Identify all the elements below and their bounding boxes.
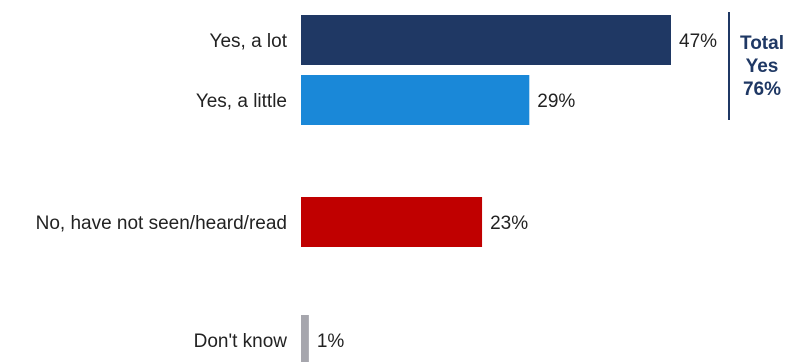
bar-1 bbox=[301, 75, 530, 125]
bar-2 bbox=[301, 197, 483, 247]
value-label-2: 23% bbox=[490, 213, 528, 234]
bar-3 bbox=[301, 315, 309, 362]
category-label-1: Yes, a little bbox=[196, 91, 287, 112]
value-labels: 47% 29% 23% 1% bbox=[317, 31, 717, 352]
value-label-3: 1% bbox=[317, 331, 345, 352]
total-yes-label-line-3: 76% bbox=[743, 79, 781, 100]
value-label-1: 29% bbox=[537, 91, 575, 112]
total-yes-label-line-2: Yes bbox=[746, 56, 779, 77]
category-labels: Yes, a lot Yes, a little No, have not seen… bbox=[36, 31, 288, 352]
value-label-0: 47% bbox=[679, 31, 717, 52]
bars-group bbox=[301, 15, 671, 362]
total-yes-label-line-1: Total bbox=[740, 33, 784, 54]
category-label-2: No, have not seen/heard/read bbox=[36, 213, 287, 234]
category-label-3: Don't know bbox=[194, 331, 288, 352]
category-label-0: Yes, a lot bbox=[210, 31, 288, 52]
bar-0 bbox=[301, 15, 671, 65]
